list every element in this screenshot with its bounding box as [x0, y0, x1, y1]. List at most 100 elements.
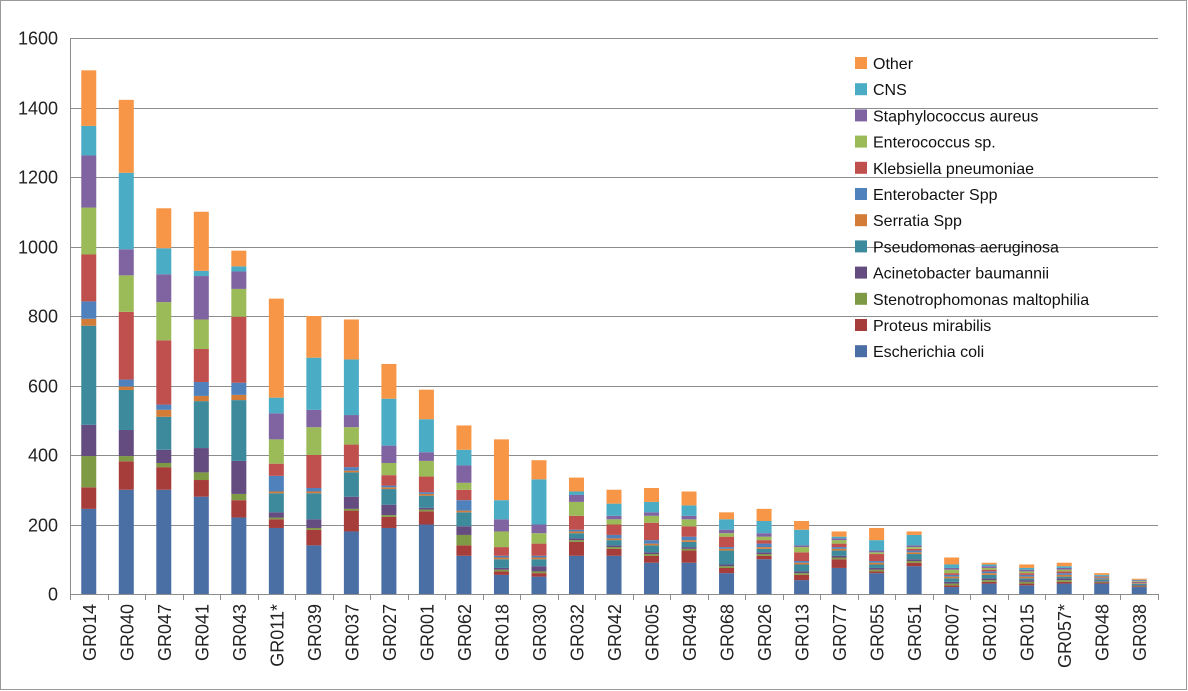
bar-segment	[156, 449, 172, 463]
legend-swatch	[855, 292, 867, 305]
bar-segment	[156, 208, 172, 249]
bar-segment	[343, 496, 359, 509]
bar-segment	[944, 576, 960, 579]
bar-segment	[493, 500, 509, 520]
bar-segment	[944, 557, 960, 565]
bar-segment	[831, 559, 847, 568]
bar-segment	[381, 445, 397, 463]
bar-segment	[343, 510, 359, 532]
bar-segment	[193, 276, 209, 320]
bar-segment	[156, 274, 172, 303]
bar-segment	[1094, 579, 1110, 582]
x-tick-label: GR040	[117, 604, 137, 661]
bar-segment	[869, 550, 885, 553]
x-tick-label: GR032	[567, 604, 587, 661]
legend-label: Serratia Spp	[873, 213, 962, 230]
bar-segment	[756, 508, 772, 522]
bar-segment	[268, 413, 284, 440]
bar-segment	[231, 316, 247, 383]
bar-segment	[493, 569, 509, 572]
bar-segment	[118, 249, 134, 276]
legend-label: Proteus mirabilis	[873, 318, 991, 335]
bar-segment	[568, 555, 584, 594]
y-tick-label: 600	[28, 377, 58, 397]
bar-segment	[906, 545, 922, 548]
x-tick-label: GR005	[643, 604, 663, 661]
bar-segment	[756, 555, 772, 560]
bar-segment	[644, 488, 660, 502]
legend-swatch	[855, 266, 867, 279]
bar-segment	[644, 554, 660, 556]
bar-segment	[869, 569, 885, 572]
bar-segment	[719, 547, 735, 549]
bar-segment	[1056, 574, 1072, 577]
bar-segment	[306, 455, 322, 489]
bar-segment	[981, 562, 997, 565]
legend: Other CNS Staphylococcus aureus Enterococcu…	[855, 56, 1089, 361]
bar-segment	[193, 319, 209, 350]
bar-segment	[193, 395, 209, 402]
y-tick-label: 800	[28, 307, 58, 327]
bar-segment	[343, 427, 359, 445]
bar-segment	[1094, 583, 1110, 594]
bar-segment	[568, 533, 584, 539]
bar-segment	[1056, 576, 1072, 579]
bar-segment	[681, 541, 697, 548]
bar-segment	[681, 526, 697, 537]
bar-segment	[869, 560, 885, 563]
bar-segment	[644, 543, 660, 546]
bar-segment	[756, 521, 772, 534]
bar-segment	[81, 508, 97, 594]
bar-segment	[193, 270, 209, 277]
bar-segment	[231, 288, 247, 317]
bar-segment	[343, 508, 359, 511]
bar-segment	[456, 512, 472, 527]
bar-segment	[869, 554, 885, 561]
bar-segment	[644, 515, 660, 523]
bar-segment	[1019, 569, 1035, 572]
bar-segment	[1019, 574, 1035, 577]
x-tick-label: GR062	[455, 604, 475, 661]
bar-segment	[118, 461, 134, 490]
bar-segment	[381, 527, 397, 594]
bar-segment	[418, 460, 434, 477]
bar-segment	[418, 419, 434, 453]
bar-segment	[831, 557, 847, 560]
bar-segment	[118, 172, 134, 250]
x-tick-label: GR037	[342, 604, 362, 661]
bar-segment	[1131, 587, 1147, 594]
bar-segment	[531, 557, 547, 560]
bar-segment	[794, 552, 810, 561]
x-tick-label: GR077	[830, 604, 850, 661]
bar-segment	[231, 382, 247, 395]
bar-segment	[906, 559, 922, 561]
bar-segment	[343, 472, 359, 497]
bar-segment	[719, 564, 735, 567]
bar-segment	[756, 533, 772, 537]
bar-segment	[719, 548, 735, 551]
bar-segment	[606, 548, 622, 556]
bar-segment	[231, 500, 247, 518]
bar-segment	[418, 476, 434, 493]
bar-segment	[81, 487, 97, 509]
bar-segment	[306, 357, 322, 410]
bar-segment	[906, 560, 922, 563]
x-tick-label: GR043	[230, 604, 250, 661]
bar-segment	[343, 359, 359, 416]
bar-segment	[156, 340, 172, 405]
bar-segment	[231, 493, 247, 501]
bar-segment	[719, 573, 735, 594]
bar-segment	[606, 555, 622, 594]
bar-segment	[1094, 573, 1110, 575]
bar-segment	[493, 439, 509, 501]
bar-segment	[719, 536, 735, 548]
bar-segment	[644, 501, 660, 513]
x-tick-label: GR041	[192, 604, 212, 661]
bar-segment	[81, 207, 97, 255]
bar-segment	[531, 524, 547, 534]
bar-segment	[944, 564, 960, 568]
bar-segment	[794, 521, 810, 530]
bar-segment	[831, 543, 847, 548]
bar-segment	[681, 550, 697, 563]
